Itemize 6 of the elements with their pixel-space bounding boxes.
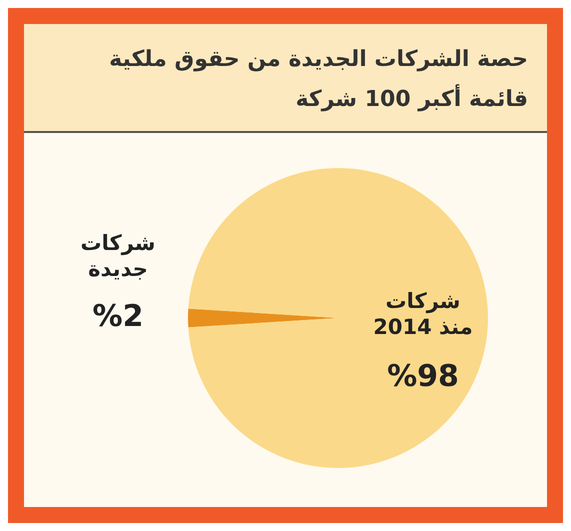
slice-label: شركات منذ 2014 <box>373 289 473 339</box>
data-label: %2 <box>92 299 144 334</box>
data-label: %98 <box>387 359 459 394</box>
slice-label: شركات جديدة <box>80 231 156 281</box>
chart-title: حصة الشركات الجديدة من حقوق ملكية قائمة أكبر 100 شركة <box>109 47 528 112</box>
pie-slice <box>188 168 488 468</box>
